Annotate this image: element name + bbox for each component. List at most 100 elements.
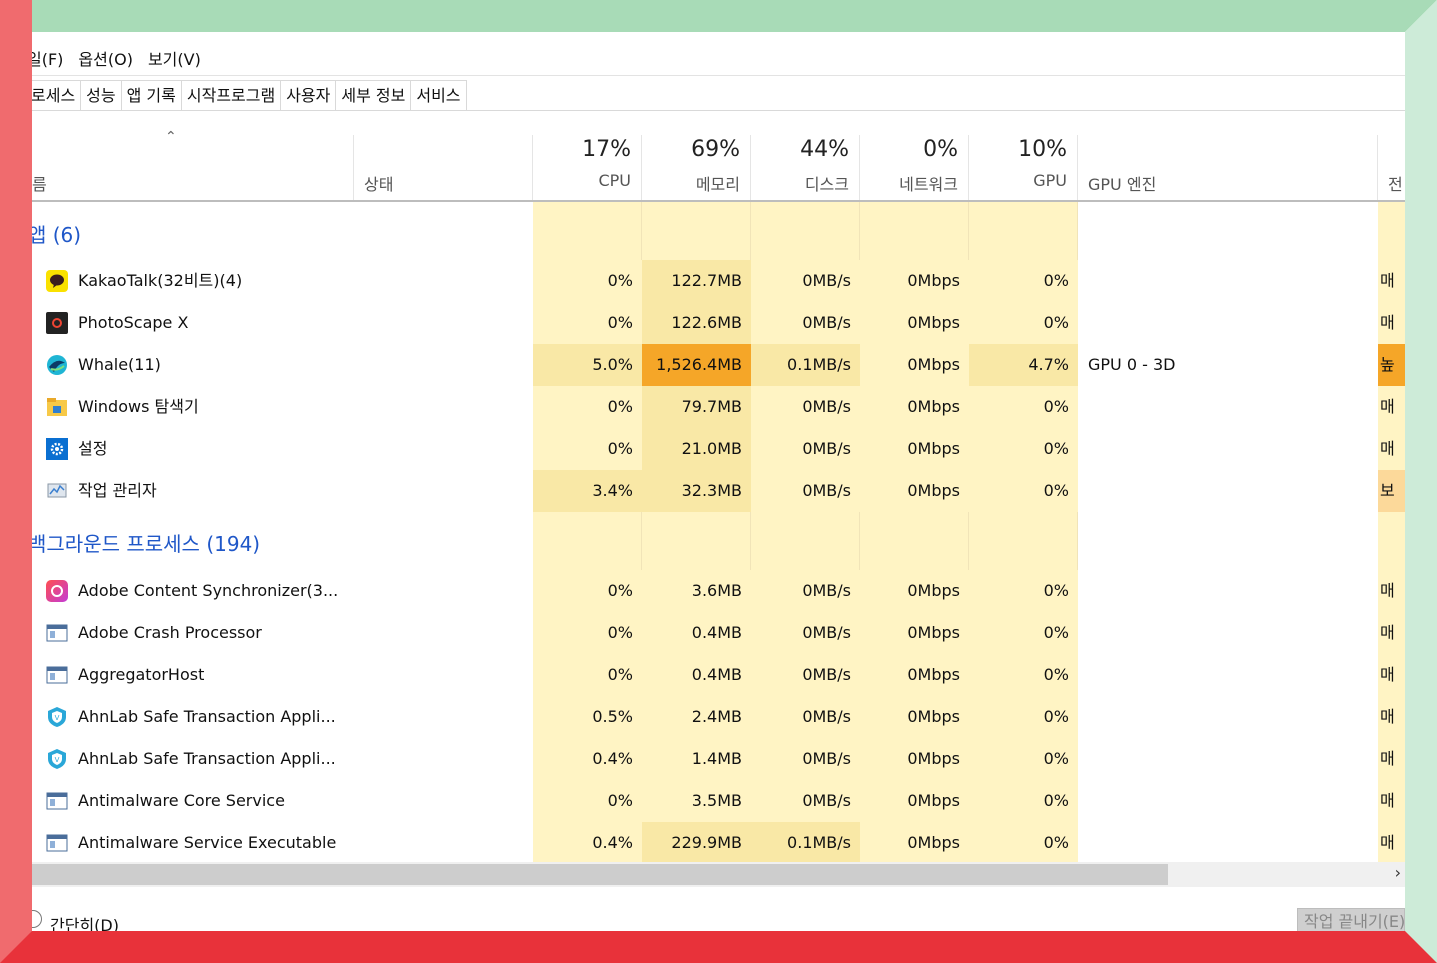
gpu-cell: 0% — [969, 654, 1078, 696]
disk-cell: 0MB/s — [751, 654, 860, 696]
mem-cell: 0.4MB — [642, 612, 751, 654]
col-gpu-engine-label: GPU 엔진 — [1088, 175, 1157, 194]
net-cell: 0Mbps — [860, 386, 969, 428]
frame-border-top — [0, 0, 1437, 32]
tab-startup[interactable]: 시작프로그램 — [180, 80, 282, 111]
col-header-status[interactable]: 상태 — [354, 135, 533, 201]
cpu-cell: 0% — [533, 260, 642, 302]
cpu-cell: 5.0% — [533, 344, 642, 386]
horizontal-scrollbar[interactable]: › — [32, 862, 1405, 887]
process-row[interactable]: 설정 0% 21.0MB 0MB/s 0Mbps 0% 매 — [32, 428, 1405, 470]
col-header-memory[interactable]: 69% 메모리 — [642, 135, 751, 201]
process-row[interactable]: Antimalware Core Service 0% 3.5MB 0MB/s 0Mbp… — [32, 780, 1405, 822]
menu-file[interactable]: 일(F) — [27, 50, 64, 69]
gpu-cell: 0% — [969, 696, 1078, 738]
process-row[interactable]: V AhnLab Safe Transaction Appli... 0.4% 1.4… — [32, 738, 1405, 780]
gpu-cell: 0% — [969, 302, 1078, 344]
adobe-cc-icon — [46, 580, 68, 602]
tab-performance[interactable]: 성능 — [80, 80, 122, 111]
gpu-cell: 0% — [969, 738, 1078, 780]
process-row[interactable]: PhotoScape X 0% 122.6MB 0MB/s 0Mbps 0% 매 — [32, 302, 1405, 344]
process-row[interactable]: AggregatorHost 0% 0.4MB 0MB/s 0Mbps 0% 매 — [32, 654, 1405, 696]
svg-text:V: V — [55, 714, 60, 722]
task-manager-icon — [46, 480, 68, 502]
process-row[interactable]: Adobe Content Synchronizer(3... 0% 3.6MB 0M… — [32, 570, 1405, 612]
scroll-right-icon[interactable]: › — [1394, 863, 1401, 882]
mem-cell: 79.7MB — [642, 386, 751, 428]
gpu-cell: 0% — [969, 260, 1078, 302]
process-row[interactable]: KakaoTalk(32비트)(4) 0% 122.7MB 0MB/s 0Mbps 0% 매 — [32, 260, 1405, 302]
disk-cell: 0MB/s — [751, 738, 860, 780]
process-row[interactable]: Windows 탐색기 0% 79.7MB 0MB/s 0Mbps 0% 매 — [32, 386, 1405, 428]
process-row[interactable]: Adobe Crash Processor 0% 0.4MB 0MB/s 0Mbps 0%… — [32, 612, 1405, 654]
net-cell: 0Mbps — [860, 570, 969, 612]
process-row[interactable]: Antimalware Service Executable 0.4% 229.9M… — [32, 822, 1405, 864]
col-gpu-label: GPU — [1033, 171, 1067, 190]
process-row[interactable]: V AhnLab Safe Transaction Appli... 0.5% 2.4… — [32, 696, 1405, 738]
menu-view[interactable]: 보기(V) — [147, 50, 201, 69]
power-usage-cell: 매 — [1378, 302, 1405, 344]
process-name: AggregatorHost — [78, 665, 205, 684]
col-disk-label: 디스크 — [804, 175, 849, 194]
net-cell: 0Mbps — [860, 428, 969, 470]
disk-cell: 0MB/s — [751, 570, 860, 612]
mem-cell: 1,526.4MB — [642, 344, 751, 386]
disk-cell: 0MB/s — [751, 386, 860, 428]
gpu-cell: 0% — [969, 570, 1078, 612]
col-header-cpu[interactable]: 17% CPU — [533, 135, 642, 201]
mem-cell: 32.3MB — [642, 470, 751, 512]
cpu-cell: 0.4% — [533, 822, 642, 864]
memory-total-percent: 69% — [691, 137, 740, 162]
disk-cell: 0MB/s — [751, 470, 860, 512]
disk-total-percent: 44% — [800, 137, 849, 162]
process-name: PhotoScape X — [78, 313, 189, 332]
disk-cell: 0MB/s — [751, 302, 860, 344]
kakaotalk-icon — [46, 270, 68, 292]
cpu-cell: 0.5% — [533, 696, 642, 738]
mem-cell: 3.6MB — [642, 570, 751, 612]
power-usage-cell: 매 — [1378, 570, 1405, 612]
tab-users[interactable]: 사용자 — [280, 80, 337, 111]
power-usage-cell: 매 — [1378, 780, 1405, 822]
col-header-disk[interactable]: 44% 디스크 — [751, 135, 860, 201]
app-window-icon — [46, 622, 68, 644]
process-name: AhnLab Safe Transaction Appli... — [78, 707, 336, 726]
disk-cell: 0MB/s — [751, 260, 860, 302]
col-header-network[interactable]: 0% 네트워크 — [860, 135, 969, 201]
disk-cell: 0MB/s — [751, 780, 860, 822]
cpu-cell: 0% — [533, 570, 642, 612]
tab-details[interactable]: 세부 정보 — [335, 80, 412, 111]
process-row[interactable]: 작업 관리자 3.4% 32.3MB 0MB/s 0Mbps 0% 보 — [32, 470, 1405, 512]
mem-cell: 229.9MB — [642, 822, 751, 864]
mem-cell: 1.4MB — [642, 738, 751, 780]
net-cell: 0Mbps — [860, 696, 969, 738]
process-name: Antimalware Core Service — [78, 791, 285, 810]
cpu-cell: 0.4% — [533, 738, 642, 780]
power-usage-cell: 매 — [1378, 822, 1405, 864]
process-row[interactable]: Whale(11) 5.0% 1,526.4MB 0.1MB/s 0Mbps 4.7% GP… — [32, 344, 1405, 386]
col-header-power[interactable]: 전 — [1378, 135, 1405, 201]
group-label: 백그라운드 프로세스 (194) — [28, 532, 261, 556]
ahnlab-shield-icon: V — [46, 706, 68, 728]
power-usage-cell: 매 — [1378, 696, 1405, 738]
power-usage-cell: 매 — [1378, 612, 1405, 654]
power-usage-cell: 매 — [1378, 738, 1405, 780]
disk-cell: 0.1MB/s — [751, 344, 860, 386]
col-header-gpu[interactable]: 10% GPU — [969, 135, 1078, 201]
menu-options[interactable]: 옵션(O) — [78, 50, 133, 69]
tab-services[interactable]: 서비스 — [410, 80, 467, 111]
group-header-background[interactable]: 백그라운드 프로세스 (194) — [28, 519, 1405, 569]
tab-processes[interactable]: 로세스 — [31, 80, 82, 111]
fewer-details-link[interactable]: 간단히(D) — [50, 916, 119, 935]
col-header-name[interactable]: 름 — [32, 135, 354, 201]
whale-icon — [46, 354, 68, 376]
explorer-icon — [46, 396, 68, 418]
photoscape-icon — [46, 312, 68, 334]
frame-border-left — [0, 0, 32, 963]
group-header-apps[interactable]: 앱 (6) — [28, 210, 1405, 260]
scrollbar-thumb[interactable] — [32, 864, 1168, 885]
tab-app-history[interactable]: 앱 기록 — [120, 80, 182, 111]
net-cell: 0Mbps — [860, 344, 969, 386]
col-header-gpu-engine[interactable]: GPU 엔진 — [1078, 135, 1378, 201]
tab-strip: 로세스 성능 앱 기록 시작프로그램 사용자 세부 정보 서비스 — [31, 80, 467, 111]
